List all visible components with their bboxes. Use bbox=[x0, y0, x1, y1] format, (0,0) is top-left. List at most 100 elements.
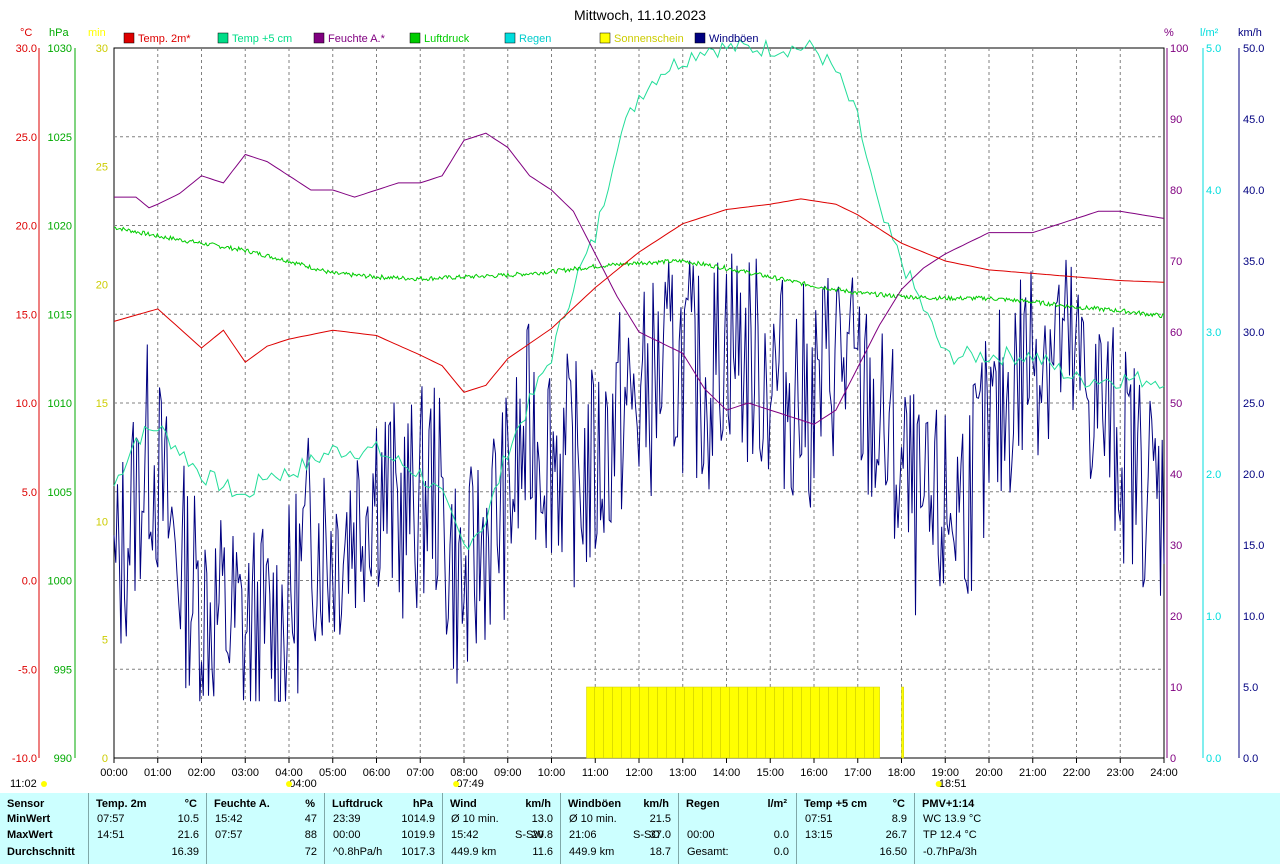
pct-axis-tick: 10 bbox=[1170, 682, 1182, 694]
temp-axis-tick: 30.0 bbox=[16, 43, 37, 55]
min-axis-tick: 10 bbox=[96, 516, 108, 528]
stats-time: 00:00 bbox=[333, 829, 361, 841]
stats-value: 72 bbox=[304, 846, 317, 858]
lm2-axis-tick: 0.0 bbox=[1206, 753, 1221, 765]
x-axis-tick: 04:00 bbox=[275, 767, 303, 779]
lm2-axis-tick: 4.0 bbox=[1206, 185, 1221, 197]
legend-swatch-luftdruck bbox=[409, 32, 421, 44]
kmh-axis-tick: 15.0 bbox=[1243, 540, 1264, 552]
legend-swatch-sonne bbox=[599, 32, 611, 44]
stats-time: 00:00 bbox=[687, 829, 715, 841]
stats-header: Temp. 2m bbox=[96, 798, 147, 810]
pct-axis-unit: % bbox=[1164, 27, 1174, 39]
stats-header: Sensor bbox=[7, 798, 45, 810]
hpa-axis-tick: 990 bbox=[54, 753, 72, 765]
stats-value: 21.6 bbox=[177, 829, 199, 841]
x-axis-tick: 18:00 bbox=[888, 767, 916, 779]
temp-axis-tick: -5.0 bbox=[18, 664, 37, 676]
x-axis-tick: 11:00 bbox=[582, 767, 609, 779]
pct-axis-tick: 20 bbox=[1170, 611, 1182, 623]
feuchte-line bbox=[114, 132, 1165, 425]
hpa-axis-tick: 1020 bbox=[48, 221, 72, 233]
stats-unit: °C bbox=[184, 798, 197, 810]
sun-marker-icon bbox=[286, 781, 292, 787]
x-axis-tick: 12:00 bbox=[625, 767, 653, 779]
stats-header: Regen bbox=[686, 798, 720, 810]
legend-swatch-temp2m bbox=[123, 32, 135, 44]
stats-time: 23:39 bbox=[333, 813, 361, 825]
x-axis-tick: 09:00 bbox=[494, 767, 522, 779]
temp5cm-line bbox=[113, 38, 1165, 551]
temp-axis-unit: °C bbox=[20, 27, 32, 39]
pct-axis-tick: 30 bbox=[1170, 540, 1182, 552]
pct-axis-tick: 0 bbox=[1170, 753, 1176, 765]
x-axis-tick: 24:00 bbox=[1150, 767, 1178, 779]
legend-label-wind: Windböen bbox=[709, 33, 759, 45]
legend-label-regen: Regen bbox=[519, 33, 551, 45]
weather-chart: °C 30.0 25.0 20.0 15.0 10.0 5.0 0.0 -5.0 -10.0 hPa… bbox=[10, 7, 1264, 790]
stats-value: 21.5 bbox=[649, 813, 671, 825]
stats-unit: km/h bbox=[525, 798, 551, 810]
kmh-axis-unit: km/h bbox=[1238, 27, 1262, 39]
pct-axis-tick: 60 bbox=[1170, 327, 1182, 339]
legend-swatch-wind bbox=[694, 32, 706, 44]
sun-marker-icon bbox=[453, 781, 460, 787]
stats-header: Feuchte A. bbox=[214, 798, 270, 810]
stats-column: Temp +5 cm °C 07:51 13:15 8.9 26.7 16.50 bbox=[796, 793, 915, 864]
stats-column: Regen l/m² 00:00 Gesamt: 0.0 0.0 bbox=[678, 793, 797, 864]
stats-value: 47 bbox=[304, 813, 317, 825]
pct-axis-tick: 100 bbox=[1170, 43, 1188, 55]
temp-axis-tick: -10.0 bbox=[12, 753, 37, 765]
chart-legend: Temp. 2m* Temp +5 cm Feuchte A.* Luftdruck R… bbox=[123, 32, 759, 45]
stats-value: 1014.9 bbox=[401, 813, 435, 825]
x-axis-tick: 19:00 bbox=[931, 767, 959, 779]
kmh-axis-tick: 45.0 bbox=[1243, 114, 1264, 126]
x-axis-tick: 05:00 bbox=[319, 767, 347, 779]
stats-column: Temp. 2m °C 07:57 14:51 10.5 21.6 16.39 bbox=[88, 793, 207, 864]
stats-time: 15:42 bbox=[451, 829, 479, 841]
chart-grid bbox=[113, 47, 1165, 759]
stats-time: Gesamt: bbox=[687, 846, 729, 858]
hpa-axis-unit: hPa bbox=[49, 27, 69, 39]
stats-value: 16.50 bbox=[879, 846, 907, 858]
time-marker: 07:49 bbox=[456, 778, 484, 790]
x-axis-tick: 07:00 bbox=[406, 767, 434, 779]
hpa-axis-tick: 995 bbox=[54, 664, 72, 676]
kmh-axis-tick: 25.0 bbox=[1243, 398, 1264, 410]
legend-label-luftdruck: Luftdruck bbox=[424, 33, 470, 45]
stats-value: 10.5 bbox=[177, 813, 199, 825]
kmh-axis-tick: 35.0 bbox=[1243, 256, 1264, 268]
hpa-axis-tick: 1030 bbox=[48, 43, 72, 55]
stats-time: Ø 10 min. bbox=[451, 813, 499, 825]
chart-axes: °C 30.0 25.0 20.0 15.0 10.0 5.0 0.0 -5.0 -10.0 hPa… bbox=[10, 27, 1264, 790]
stats-header: Temp +5 cm bbox=[804, 798, 868, 810]
stats-value: 0.0 bbox=[773, 829, 789, 841]
lm2-axis-tick: 2.0 bbox=[1206, 469, 1221, 481]
x-axis-tick: 13:00 bbox=[669, 767, 697, 779]
kmh-axis-tick: 5.0 bbox=[1243, 682, 1258, 694]
min-axis-tick: 25 bbox=[96, 161, 108, 173]
stats-value: 8.9 bbox=[891, 813, 907, 825]
pct-axis-tick: 80 bbox=[1170, 185, 1182, 197]
x-axis-tick: 02:00 bbox=[188, 767, 216, 779]
hpa-axis-tick: 1000 bbox=[48, 576, 72, 588]
pct-axis-tick: 70 bbox=[1170, 256, 1182, 268]
stats-time: 449.9 km bbox=[569, 846, 615, 858]
x-axis-tick: 10:00 bbox=[538, 767, 566, 779]
stats-time: 14:51 bbox=[97, 829, 125, 841]
kmh-axis-tick: 0.0 bbox=[1243, 753, 1258, 765]
stats-header: Luftdruck bbox=[332, 798, 383, 810]
chart-series bbox=[113, 38, 1165, 759]
stats-value: 1019.9 bbox=[401, 829, 435, 841]
stats-value: 18.7 bbox=[649, 846, 671, 858]
x-axis-tick: 01:00 bbox=[144, 767, 172, 779]
stats-unit: hPa bbox=[412, 798, 433, 810]
min-axis-tick: 20 bbox=[96, 280, 108, 292]
stats-time: 15:42 bbox=[215, 813, 243, 825]
legend-label-temp5cm: Temp +5 cm bbox=[232, 33, 292, 45]
windboeen-line bbox=[113, 253, 1165, 702]
stats-time: 449.9 km bbox=[451, 846, 497, 858]
min-axis-tick: 15 bbox=[96, 398, 108, 410]
hpa-axis-tick: 1025 bbox=[48, 132, 72, 144]
temp-axis-tick: 5.0 bbox=[22, 487, 37, 499]
